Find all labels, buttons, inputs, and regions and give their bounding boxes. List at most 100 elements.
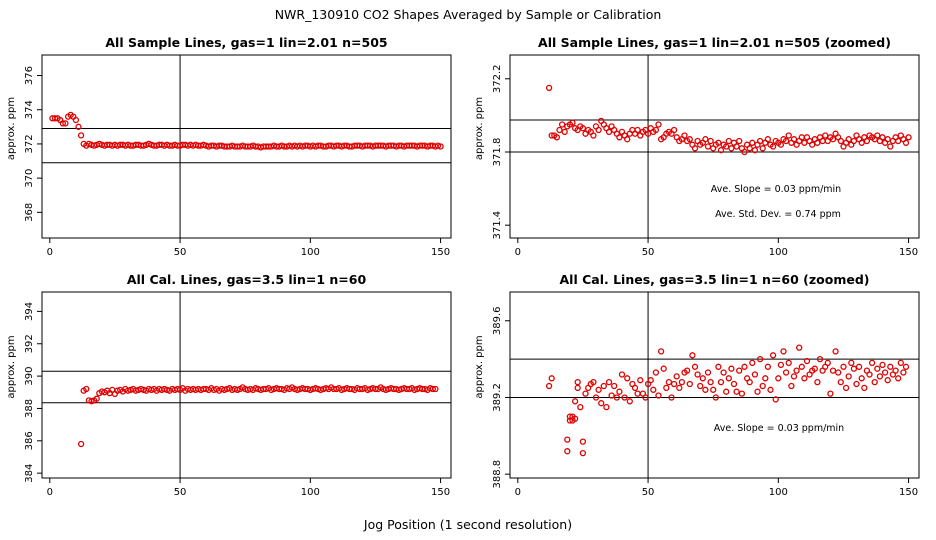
data-point bbox=[665, 378, 673, 386]
panel-title: All Cal. Lines, gas=3.5 lin=1 n=60 (zoom… bbox=[560, 272, 870, 287]
data-point bbox=[725, 137, 732, 145]
data-point bbox=[837, 137, 844, 145]
data-point bbox=[678, 378, 686, 386]
data-point bbox=[605, 128, 613, 136]
data-point bbox=[686, 136, 693, 143]
data-point bbox=[829, 136, 837, 143]
x-tick-label: 150 bbox=[899, 487, 918, 498]
y-tick-label: 388 bbox=[24, 399, 35, 418]
data-point bbox=[814, 378, 821, 386]
data-point bbox=[717, 147, 725, 154]
data-point bbox=[657, 348, 665, 355]
data-point bbox=[595, 126, 602, 134]
y-tick-label: 371.4 bbox=[492, 211, 503, 240]
data-point bbox=[769, 352, 777, 359]
data-point bbox=[845, 373, 852, 380]
data-point bbox=[704, 143, 712, 150]
x-tick-label: 0 bbox=[47, 247, 53, 258]
data-point bbox=[579, 125, 587, 132]
data-point bbox=[879, 134, 886, 141]
plot-frame bbox=[41, 291, 452, 479]
data-point bbox=[634, 390, 641, 397]
data-point bbox=[77, 440, 85, 448]
data-point bbox=[879, 361, 886, 369]
data-point bbox=[650, 386, 657, 393]
data-point bbox=[730, 380, 738, 388]
data-point bbox=[816, 355, 824, 363]
x-tick-label: 50 bbox=[642, 247, 655, 258]
data-point bbox=[754, 388, 761, 395]
data-point bbox=[848, 359, 855, 367]
data-point bbox=[887, 363, 894, 370]
data-point bbox=[884, 136, 891, 143]
data-point bbox=[798, 363, 805, 370]
data-point bbox=[689, 352, 696, 359]
data-point bbox=[603, 403, 610, 411]
data-point bbox=[582, 390, 589, 397]
data-point bbox=[746, 378, 753, 386]
data-point bbox=[712, 394, 719, 401]
data-point bbox=[884, 377, 891, 384]
data-point bbox=[785, 132, 792, 139]
y-tick-label: 376 bbox=[24, 66, 35, 85]
data-point bbox=[764, 136, 772, 143]
data-point bbox=[590, 378, 597, 386]
data-point bbox=[660, 365, 667, 372]
data-point bbox=[707, 137, 714, 145]
data-point bbox=[895, 137, 902, 145]
data-point bbox=[837, 378, 844, 386]
data-point bbox=[905, 134, 912, 141]
y-tick-label: 370 bbox=[24, 169, 35, 188]
data-point bbox=[642, 394, 649, 401]
data-point bbox=[746, 145, 753, 152]
x-tick-label: 150 bbox=[431, 487, 450, 498]
data-point bbox=[751, 147, 759, 154]
data-point bbox=[697, 382, 704, 390]
y-tick-label: 394 bbox=[24, 302, 35, 321]
data-point bbox=[77, 132, 85, 139]
data-point bbox=[858, 139, 865, 146]
x-tick-label: 50 bbox=[642, 487, 655, 498]
data-point bbox=[733, 143, 740, 150]
y-tick-label: 368 bbox=[24, 203, 35, 222]
data-point bbox=[876, 373, 884, 380]
data-point bbox=[788, 382, 795, 390]
data-point bbox=[655, 392, 662, 399]
data-point bbox=[59, 120, 66, 127]
data-point bbox=[702, 136, 709, 143]
figure-title: NWR_130910 CO2 Shapes Averaged by Sample… bbox=[275, 7, 662, 22]
data-point bbox=[595, 386, 602, 393]
y-tick-label: 389.2 bbox=[492, 383, 503, 412]
data-point bbox=[624, 375, 631, 382]
x-tick-label: 100 bbox=[769, 247, 788, 258]
data-point bbox=[616, 388, 623, 395]
x-tick-label: 150 bbox=[431, 247, 450, 258]
data-point bbox=[782, 369, 790, 376]
data-point bbox=[686, 380, 693, 388]
data-point bbox=[819, 137, 826, 145]
data-point bbox=[72, 116, 80, 124]
data-point bbox=[574, 378, 581, 386]
data-point bbox=[548, 375, 555, 382]
data-point bbox=[93, 395, 100, 402]
data-point bbox=[793, 367, 800, 374]
data-point bbox=[824, 359, 831, 367]
data-point bbox=[670, 380, 678, 388]
panel-title: All Sample Lines, gas=1 lin=2.01 n=505 bbox=[105, 35, 387, 50]
y-axis-label: approx. ppm bbox=[6, 335, 17, 398]
data-point bbox=[728, 145, 735, 152]
x-tick-label: 100 bbox=[301, 487, 320, 498]
data-point bbox=[569, 119, 576, 126]
y-tick-label: 374 bbox=[24, 100, 35, 119]
data-point bbox=[845, 136, 852, 143]
y-axis-label: approx. ppm bbox=[6, 97, 17, 160]
data-point bbox=[780, 348, 787, 355]
data-point bbox=[83, 385, 90, 393]
data-point bbox=[785, 359, 792, 367]
x-tick-label: 0 bbox=[47, 487, 53, 498]
data-point bbox=[558, 121, 566, 128]
data-point bbox=[592, 394, 600, 401]
data-point bbox=[832, 348, 839, 355]
data-point bbox=[598, 400, 605, 407]
